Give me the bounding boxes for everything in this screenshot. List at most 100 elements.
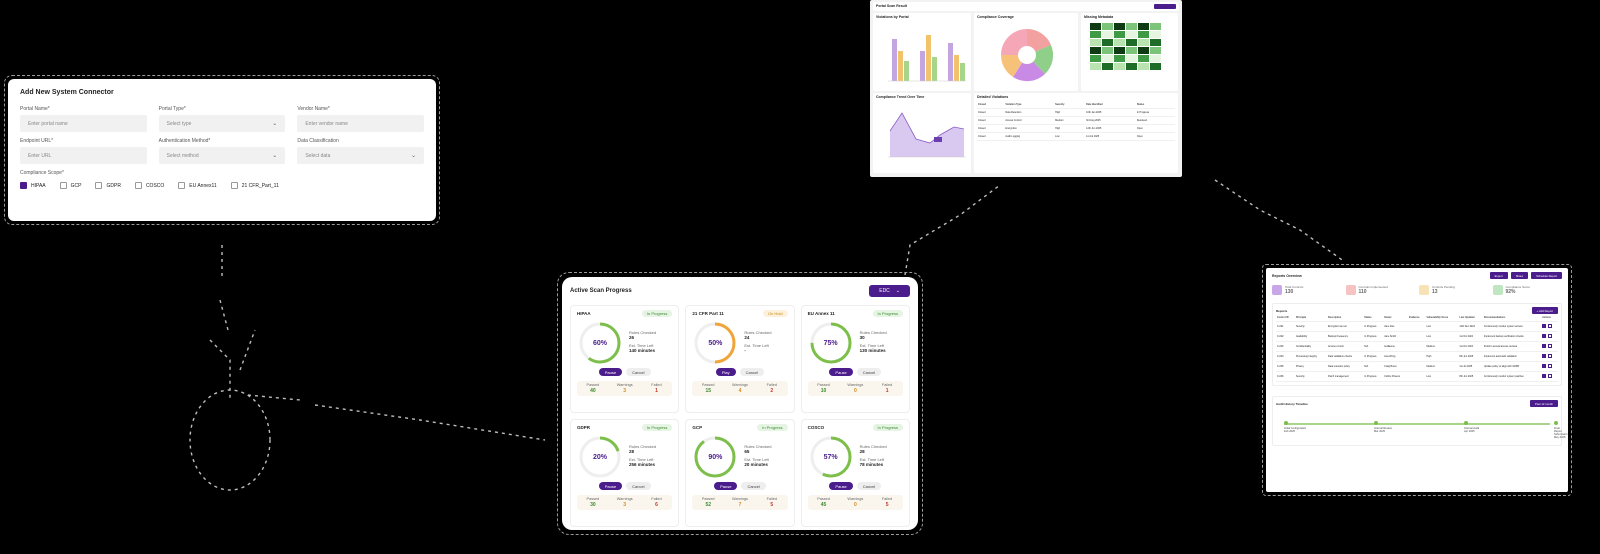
text-field[interactable]: Enter vendor name: [297, 115, 424, 132]
row-actions[interactable]: [1541, 331, 1558, 342]
row-actions[interactable]: [1541, 361, 1558, 372]
table-cell: 12th Jun 2025: [1085, 124, 1136, 133]
checkbox-icon: [134, 182, 142, 189]
report-action-button[interactable]: Share: [1510, 272, 1529, 279]
table-row: C-004 Processing Integrity Data validation…: [1276, 351, 1558, 362]
cancel-button[interactable]: Cancel: [856, 368, 882, 376]
warnings-count: 0: [853, 502, 857, 508]
time-value: 130 minutes: [859, 348, 886, 353]
edit-icon[interactable]: [1542, 354, 1547, 358]
table-cell: Collins Powers: [1383, 371, 1408, 382]
row-actions[interactable]: [1541, 371, 1558, 382]
timeline-range-button[interactable]: Past 12 month: [1529, 400, 1558, 407]
cancel-button[interactable]: Cancel: [739, 368, 765, 376]
edit-icon[interactable]: [1542, 324, 1547, 328]
report-action-button[interactable]: Export: [1489, 272, 1508, 279]
scope-checkbox[interactable]: HIPAA: [20, 182, 46, 189]
edit-icon[interactable]: [1542, 364, 1547, 368]
pause-button[interactable]: Pause: [829, 368, 853, 376]
share-icon[interactable]: [1548, 334, 1553, 338]
row-actions[interactable]: [1541, 341, 1558, 352]
table-cell: Medium: [1054, 116, 1086, 125]
table-cell: 3rd Aug 2025: [1085, 116, 1136, 125]
missing-metadata-pane: Missing Metadata: [1081, 13, 1178, 91]
table-cell: Closed: [977, 132, 1005, 141]
add-report-button[interactable]: + Add Report: [1531, 307, 1558, 314]
field-group: Portal Type* Select type ⌄: [158, 106, 286, 132]
table-cell: N/A: [1363, 361, 1384, 372]
passed-label: Passed: [701, 383, 715, 387]
select-field[interactable]: Select data ⌄: [297, 147, 424, 164]
progress-ring: 90%: [692, 434, 738, 480]
passed-stat: Passed 30: [577, 495, 609, 510]
row-actions[interactable]: [1541, 351, 1558, 362]
failed-count: 6: [655, 502, 658, 508]
scope-checkbox[interactable]: GDPR: [95, 182, 121, 189]
scan-card: GCP In Progress 90% Rules Checked 65 Est. Tim…: [685, 419, 795, 527]
share-icon[interactable]: [1548, 344, 1553, 348]
share-icon[interactable]: [1548, 354, 1553, 358]
edit-icon[interactable]: [1542, 334, 1547, 338]
edit-icon[interactable]: [1542, 374, 1547, 378]
pause-button[interactable]: Pause: [598, 368, 623, 376]
warnings-label: Warnings: [732, 383, 748, 387]
row-actions[interactable]: [1541, 321, 1558, 332]
select-field[interactable]: Select method ⌄: [158, 147, 286, 164]
kpi-card: Total Controls 130: [1272, 285, 1342, 295]
table-cell: Update policy to align with GDPR: [1482, 361, 1542, 372]
edc-label: EDC: [879, 288, 890, 294]
table-cell: Encryption: [1004, 124, 1055, 133]
reports-section-title: Reports: [1276, 308, 1288, 313]
dash-title: Portal Scan Result: [876, 3, 907, 8]
pause-button[interactable]: Pause: [598, 482, 623, 490]
edc-dropdown[interactable]: EDC ⌄: [869, 285, 910, 297]
violations-table-title: Detailed Violations: [977, 95, 1009, 99]
warnings-label: Warnings: [616, 497, 633, 501]
milestone-date: Apr 2025: [1464, 430, 1475, 433]
select-field[interactable]: Select type ⌄: [158, 115, 286, 132]
share-icon[interactable]: [1548, 324, 1553, 328]
table-cell: Open: [1135, 124, 1175, 133]
field-label: Portal Name*: [20, 106, 50, 112]
share-icon[interactable]: [1548, 364, 1553, 368]
field-group: Data Classification Select data ⌄: [297, 138, 424, 164]
scope-checkbox[interactable]: 21 CFR_Part_11: [230, 182, 279, 189]
table-cell: N/A: [1363, 341, 1384, 352]
cancel-button[interactable]: Cancel: [856, 482, 882, 490]
cancel-button[interactable]: Cancel: [741, 482, 766, 490]
checkbox-icon: [20, 182, 27, 189]
text-field[interactable]: Enter URL: [20, 147, 147, 164]
passed-count: 15: [705, 388, 711, 394]
pause-button[interactable]: Pause: [829, 482, 853, 490]
pause-button[interactable]: Pause: [714, 482, 738, 490]
text-field[interactable]: Enter portal name: [20, 115, 147, 132]
scope-checkbox[interactable]: COSCO: [134, 182, 164, 189]
play-button[interactable]: Play: [715, 368, 736, 376]
share-icon[interactable]: [1548, 374, 1553, 378]
violations-title: Violations by Portal: [876, 15, 909, 19]
passed-label: Passed: [586, 383, 600, 387]
field-label: Portal Type*: [158, 106, 186, 112]
time-value: -: [744, 348, 746, 353]
failed-label: Failed: [766, 497, 777, 501]
rules-value: 28: [859, 449, 865, 454]
table-cell: Closed: [977, 116, 1005, 125]
progress-percent: 75%: [823, 339, 838, 347]
cancel-button[interactable]: Cancel: [626, 482, 651, 490]
table-cell: C-002: [1276, 331, 1295, 342]
edit-icon[interactable]: [1542, 344, 1547, 348]
passed-count: 30: [590, 502, 596, 508]
scope-checkbox[interactable]: GCP: [59, 182, 81, 189]
dash-button[interactable]: [1154, 4, 1176, 9]
failed-label: Failed: [651, 383, 662, 387]
table-cell: 1st Oct 2024: [1458, 331, 1483, 342]
status-badge: In Progress: [872, 424, 903, 431]
passed-label: Passed: [817, 383, 830, 387]
field-placeholder: Select type: [166, 120, 192, 127]
cancel-button[interactable]: Cancel: [626, 368, 651, 376]
chevron-down-icon: ⌄: [272, 153, 278, 159]
table-row: Closed Data Retention High 10th Jan 2025 In …: [977, 108, 1175, 117]
table-cell: Implement automatic validation: [1482, 351, 1542, 362]
scope-checkbox[interactable]: EU Annex11: [178, 182, 217, 189]
report-action-button[interactable]: Schedule Report: [1531, 272, 1562, 279]
